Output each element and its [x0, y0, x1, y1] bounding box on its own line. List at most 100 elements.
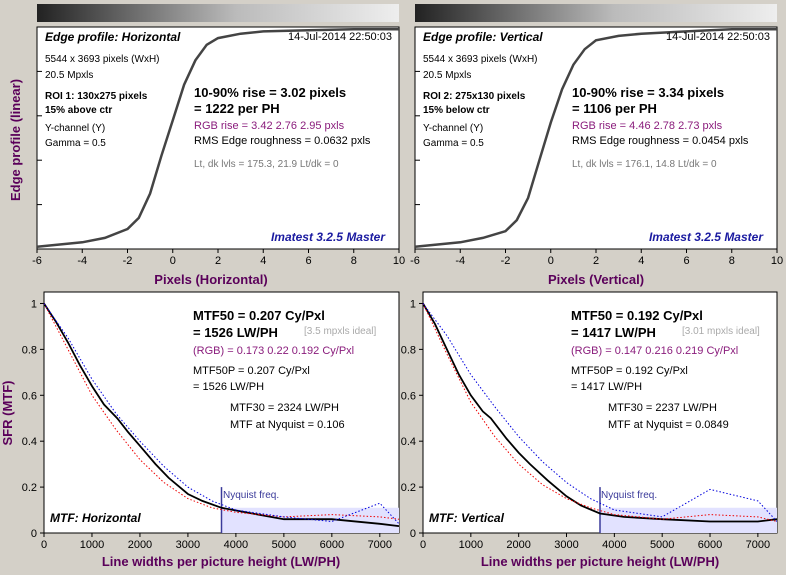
- megapixels: 20.5 Mpxls: [423, 70, 471, 81]
- rgb-mtf50: (RGB) = 0.147 0.216 0.219 Cy/Pxl: [571, 345, 738, 357]
- x-tick-label: 6000: [698, 539, 722, 551]
- plot-area: [414, 26, 778, 250]
- plot-title: Edge profile: Horizontal: [45, 30, 181, 44]
- rms-roughness: RMS Edge roughness = 0.0632 pxls: [194, 135, 371, 147]
- light-dark-levels: Lt, dk lvls = 176.1, 14.8 Lt/dk = 0: [572, 159, 717, 170]
- timestamp: 14-Jul-2014 22:50:03: [666, 31, 770, 43]
- ideal-mpxls: [3.5 mpxls ideal]: [304, 326, 376, 337]
- x-tick-label: 6000: [320, 539, 344, 551]
- channel: Y-channel (Y): [423, 123, 483, 134]
- roi-label: ROI 1: 130x275 pixels: [45, 91, 148, 102]
- brand-label: Imatest 3.2.5 Master: [649, 230, 764, 244]
- rise-value: 10-90% rise = 3.02 pixels: [194, 85, 346, 100]
- plot-area: [36, 26, 400, 250]
- x-tick-label: 0: [170, 255, 176, 267]
- y-tick-label: 0.2: [22, 482, 37, 494]
- mtf-nyquist-value: MTF at Nyquist = 0.106: [230, 419, 345, 431]
- mtf50p-lwph: = 1526 LW/PH: [193, 381, 264, 393]
- light-dark-levels: Lt, dk lvls = 175.3, 21.9 Lt/dk = 0: [194, 159, 339, 170]
- roi-location: 15% below ctr: [423, 105, 490, 116]
- series-line-main: [36, 27, 399, 249]
- x-tick-label: -6: [32, 255, 42, 267]
- x-tick-label: -2: [123, 255, 133, 267]
- ideal-mpxls: [3.01 mpxls ideal]: [682, 326, 760, 337]
- x-tick-label: 4000: [224, 539, 248, 551]
- gradient-strip-left: [37, 4, 399, 22]
- gamma: Gamma = 0.5: [423, 138, 484, 149]
- y-tick-label: 0.8: [22, 344, 37, 356]
- x-tick-label: 4000: [602, 539, 626, 551]
- nyquist-region: [221, 507, 399, 533]
- y-tick-label: 0: [31, 528, 37, 540]
- x-tick-label: 8: [729, 255, 735, 267]
- nyquist-label: Nyquist freq.: [601, 490, 657, 501]
- mtf-panel-vertical: 0 1000 2000 3000 4000 5000 6000 7000 0 0.2 0.4 0.6 0…: [401, 291, 778, 551]
- edge-y-axis-label: Edge profile (linear): [8, 79, 23, 201]
- x-tick-label: 3000: [176, 539, 200, 551]
- x-tick-label: 4: [638, 255, 644, 267]
- rms-roughness: RMS Edge roughness = 0.0454 pxls: [572, 135, 749, 147]
- x-tick-label: 1000: [459, 539, 483, 551]
- x-tick-label: 0: [41, 539, 47, 551]
- y-tick-label: 1: [410, 298, 416, 310]
- x-tick-label: 7000: [368, 539, 392, 551]
- x-tick-label: 2: [215, 255, 221, 267]
- x-tick-label: 2: [593, 255, 599, 267]
- x-tick-label: 5000: [272, 539, 296, 551]
- mtf30-value: MTF30 = 2237 LW/PH: [608, 402, 717, 414]
- megapixels: 20.5 Mpxls: [45, 70, 93, 81]
- image-size: 5544 x 3693 pixels (WxH): [423, 54, 538, 65]
- mtf50p-lwph: = 1417 LW/PH: [571, 381, 642, 393]
- x-tick-label: 3000: [554, 539, 578, 551]
- per-ph-value: = 1106 per PH: [572, 101, 657, 116]
- x-tick-label: -4: [77, 255, 87, 267]
- x-tick-label: 6: [305, 255, 311, 267]
- series-line-main: [43, 303, 400, 527]
- rise-value: 10-90% rise = 3.34 pixels: [572, 85, 724, 100]
- y-tick-label: 0.2: [401, 482, 416, 494]
- sfr-y-axis-label: SFR (MTF): [0, 381, 15, 446]
- series-line-red: [43, 303, 400, 520]
- edge-x-axis-label-vertical: Pixels (Vertical): [548, 272, 644, 287]
- series-line-blue: [43, 303, 400, 525]
- edge-x-axis-label-horizontal: Pixels (Horizontal): [154, 272, 267, 287]
- timestamp: 14-Jul-2014 22:50:03: [288, 31, 392, 43]
- mtf30-value: MTF30 = 2324 LW/PH: [230, 402, 339, 414]
- x-tick-label: 1000: [80, 539, 104, 551]
- per-ph-value: = 1222 per PH: [194, 101, 280, 116]
- series-line-blue: [422, 303, 778, 522]
- plot-title: Edge profile: Vertical: [423, 30, 543, 44]
- mtf50-lwph: = 1526 LW/PH: [193, 325, 278, 340]
- y-tick-label: 0.8: [401, 344, 416, 356]
- rgb-rise: RGB rise = 4.46 2.78 2.73 pxls: [572, 120, 723, 132]
- mtf50-value: MTF50 = 0.207 Cy/Pxl: [193, 308, 325, 323]
- series-line-main: [414, 27, 777, 249]
- mtf50-lwph: = 1417 LW/PH: [571, 325, 656, 340]
- y-tick-label: 1: [31, 298, 37, 310]
- series-line-red: [422, 303, 778, 522]
- y-tick-label: 0.4: [401, 436, 416, 448]
- x-tick-label: 6: [683, 255, 689, 267]
- x-tick-label: 10: [771, 255, 783, 267]
- brand-label: Imatest 3.2.5 Master: [271, 230, 386, 244]
- y-tick-label: 0.6: [401, 390, 416, 402]
- sfr-x-axis-label-left: Line widths per picture height (LW/PH): [102, 554, 340, 569]
- series-line-main: [422, 303, 778, 523]
- edge-panel-horizontal: -6 -4 -2 0 2 4 6 8 10 Edge profile: Horizontal 1…: [32, 26, 405, 267]
- roi-location: 15% above ctr: [45, 105, 112, 116]
- gamma: Gamma = 0.5: [45, 138, 106, 149]
- x-tick-label: 10: [393, 255, 405, 267]
- x-tick-label: 2000: [128, 539, 152, 551]
- x-tick-label: 0: [420, 539, 426, 551]
- mtf-panel-horizontal: 0 1000 2000 3000 4000 5000 6000 7000 0 0.2 0.4 0.6 0…: [22, 291, 400, 551]
- x-tick-label: 4: [260, 255, 266, 267]
- mtf-nyquist-value: MTF at Nyquist = 0.0849: [608, 419, 729, 431]
- y-tick-label: 0: [410, 528, 416, 540]
- image-size: 5544 x 3693 pixels (WxH): [45, 54, 160, 65]
- rgb-rise: RGB rise = 3.42 2.76 2.95 pxls: [194, 120, 345, 132]
- x-tick-label: 2000: [506, 539, 530, 551]
- sfr-x-axis-label-right: Line widths per picture height (LW/PH): [481, 554, 719, 569]
- x-tick-label: -2: [501, 255, 511, 267]
- roi-label: ROI 2: 275x130 pixels: [423, 91, 526, 102]
- rgb-mtf50: (RGB) = 0.173 0.22 0.192 Cy/Pxl: [193, 345, 354, 357]
